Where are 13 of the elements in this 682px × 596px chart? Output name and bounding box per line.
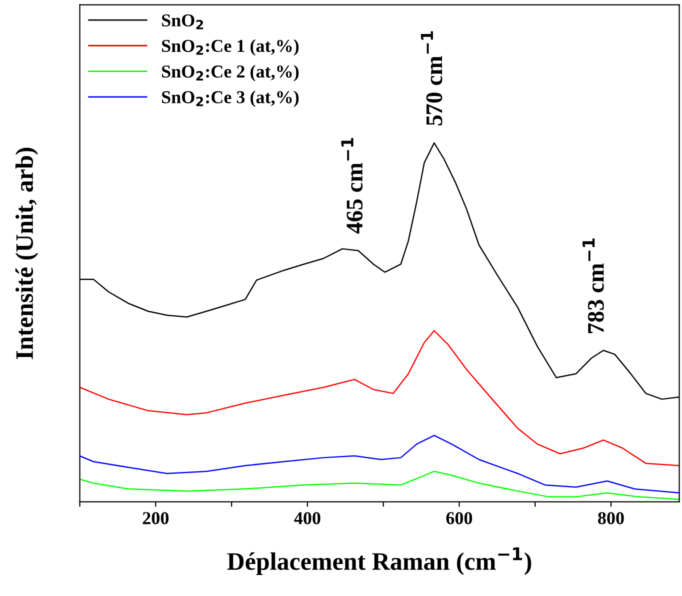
- annotation: 783 cm$^{−1}$: [582, 238, 604, 334]
- legend-label: SnO$_{2}$:Ce 3 (at,%): [162, 90, 299, 107]
- x-tick-label: 200: [142, 512, 169, 524]
- x-tick-label: 800: [598, 512, 624, 524]
- legend-label: SnO$_{2}$: [162, 14, 204, 30]
- y-axis-title: Intensité (Unit, arb): [15, 148, 38, 360]
- annotation: 570 cm$^{−1}$: [420, 31, 442, 126]
- x-axis-title: Déplacement Raman (cm$^{−1}$): [227, 547, 532, 576]
- legend-label: SnO$_{2}$:Ce 1 (at,%): [162, 39, 299, 56]
- annotation: 465 cm$^{−1}$: [341, 138, 363, 234]
- x-tick-label: 600: [446, 512, 472, 524]
- legend-label: SnO$_{2}$:Ce 2 (at,%): [162, 64, 299, 82]
- x-tick-label: 400: [294, 512, 320, 524]
